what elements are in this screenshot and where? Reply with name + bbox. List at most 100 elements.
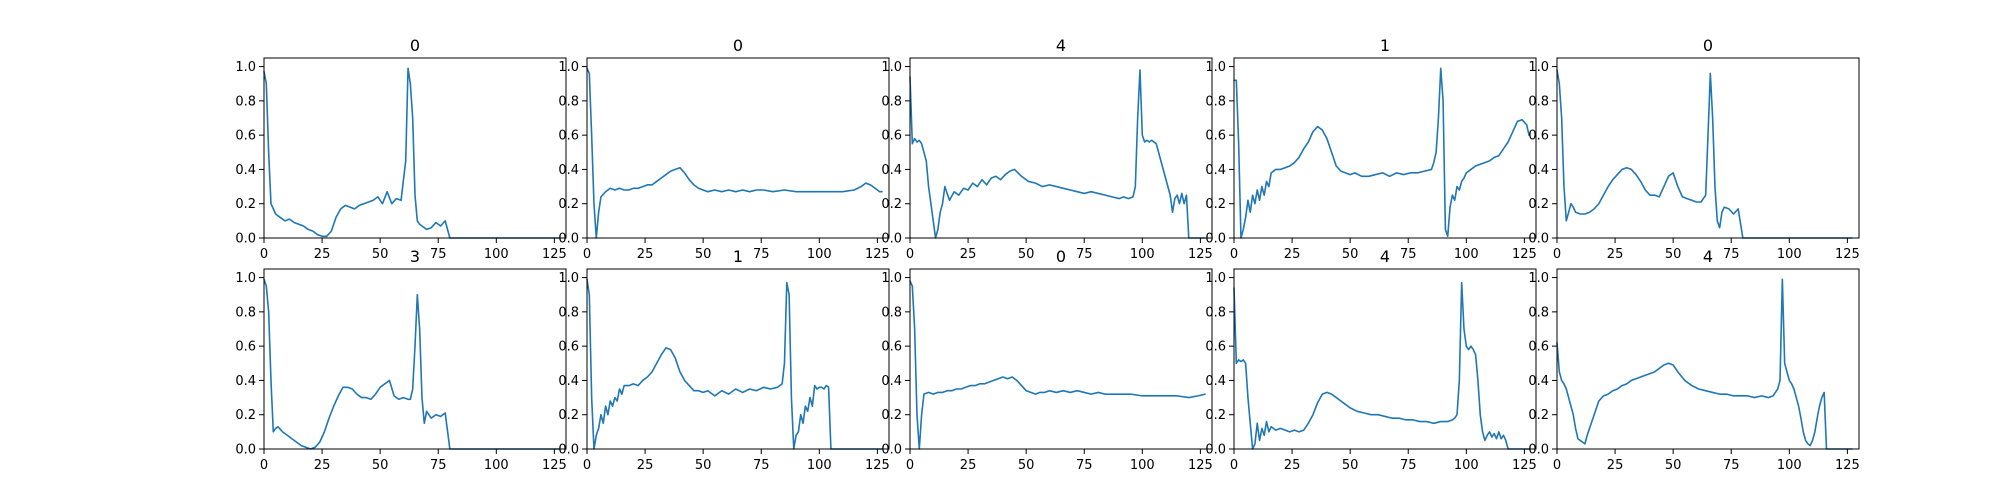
y-tick-label: 0.8: [1528, 94, 1549, 109]
y-tick-label: 0.0: [881, 232, 902, 247]
x-tick-label: 25: [637, 458, 654, 473]
series-line: [586, 67, 883, 239]
x-tick-label: 0: [906, 247, 914, 262]
series-line: [909, 69, 1206, 239]
y-tick-label: 0.0: [1528, 232, 1549, 247]
series-line: [586, 278, 883, 450]
y-tick-label: 0.8: [881, 94, 902, 109]
subplot-title: 0: [733, 36, 743, 55]
x-tick-label: 100: [1454, 458, 1479, 473]
y-tick-label: 0.2: [558, 197, 579, 212]
y-tick-label: 1.0: [558, 271, 579, 286]
subplot-title: 4: [1056, 36, 1066, 55]
x-tick-label: 125: [1835, 458, 1860, 473]
y-tick-label: 0.6: [558, 129, 579, 144]
y-tick-label: 0.6: [558, 340, 579, 355]
x-tick-label: 75: [1723, 247, 1740, 262]
y-tick-label: 0.6: [235, 340, 256, 355]
x-tick-label: 25: [1607, 247, 1624, 262]
y-tick-label: 0.4: [1528, 163, 1549, 178]
x-tick-label: 75: [1076, 247, 1093, 262]
y-tick-label: 0.2: [881, 197, 902, 212]
x-tick-label: 100: [1454, 247, 1479, 262]
y-tick-label: 0.0: [235, 232, 256, 247]
x-tick-label: 75: [753, 458, 770, 473]
x-tick-label: 100: [1777, 458, 1802, 473]
axes-frame: [263, 268, 567, 450]
x-tick-label: 50: [695, 247, 712, 262]
x-tick-label: 75: [753, 247, 770, 262]
x-tick-label: 50: [1342, 458, 1359, 473]
y-tick-label: 1.0: [881, 60, 902, 75]
y-tick-label: 0.4: [881, 374, 902, 389]
x-tick-label: 50: [1665, 247, 1682, 262]
y-tick-label: 0.2: [235, 408, 256, 423]
x-tick-label: 125: [1188, 458, 1213, 473]
y-tick-label: 0.8: [1205, 94, 1226, 109]
x-tick-label: 125: [542, 458, 567, 473]
x-tick-label: 100: [1130, 458, 1155, 473]
subplot-title: 0: [1703, 36, 1713, 55]
x-tick-label: 75: [1400, 458, 1417, 473]
x-tick-label: 25: [314, 458, 331, 473]
y-tick-label: 0.2: [235, 197, 256, 212]
y-tick-label: 0.2: [1205, 197, 1226, 212]
y-tick-label: 0.6: [235, 129, 256, 144]
y-tick-label: 0.6: [1528, 129, 1549, 144]
y-tick-label: 1.0: [235, 60, 256, 75]
y-tick-label: 0.4: [235, 374, 256, 389]
y-tick-label: 1.0: [235, 271, 256, 286]
x-tick-label: 25: [637, 247, 654, 262]
y-tick-label: 0.2: [1528, 197, 1549, 212]
x-tick-label: 125: [865, 458, 890, 473]
y-tick-label: 1.0: [1528, 271, 1549, 286]
x-tick-label: 25: [960, 458, 977, 473]
axes-frame: [586, 268, 890, 450]
y-tick-label: 0.4: [558, 374, 579, 389]
x-tick-label: 100: [807, 247, 832, 262]
series-line: [263, 67, 560, 239]
series-line: [263, 278, 560, 450]
y-tick-label: 1.0: [1205, 60, 1226, 75]
y-tick-label: 0.8: [235, 94, 256, 109]
x-tick-label: 25: [1284, 247, 1301, 262]
subplot-2: 0 25 50 75 100 125 0.0 0.2 0.4 0.6 0.8 1.0 0: [558, 36, 889, 262]
series-line: [1233, 281, 1530, 450]
axes-frame: [1233, 268, 1537, 450]
x-tick-label: 100: [807, 458, 832, 473]
x-tick-label: 0: [1230, 458, 1238, 473]
series-line: [1233, 67, 1530, 239]
y-tick-label: 0.0: [1528, 443, 1549, 458]
subplot-10: 0 25 50 75 100 125 0.0 0.2 0.4 0.6 0.8 1.0 4: [1528, 247, 1859, 473]
series-line: [1556, 69, 1853, 239]
y-tick-label: 0.0: [235, 443, 256, 458]
y-tick-label: 0.4: [1205, 163, 1226, 178]
y-tick-label: 0.4: [558, 163, 579, 178]
subplot-6: 0 25 50 75 100 125 0.0 0.2 0.4 0.6 0.8 1.0 3: [235, 247, 566, 473]
x-tick-label: 0: [260, 458, 268, 473]
x-tick-label: 75: [1076, 458, 1093, 473]
x-tick-label: 75: [430, 247, 447, 262]
y-tick-label: 0.0: [1205, 443, 1226, 458]
y-tick-label: 0.4: [1528, 374, 1549, 389]
y-tick-label: 1.0: [1528, 60, 1549, 75]
x-tick-label: 75: [1723, 458, 1740, 473]
x-tick-label: 25: [960, 247, 977, 262]
y-tick-label: 0.2: [881, 408, 902, 423]
subplot-8: 0 25 50 75 100 125 0.0 0.2 0.4 0.6 0.8 1.0 0: [881, 247, 1212, 473]
subplot-9: 0 25 50 75 100 125 0.0 0.2 0.4 0.6 0.8 1.0 4: [1205, 247, 1536, 473]
x-tick-label: 0: [1553, 458, 1561, 473]
x-tick-label: 75: [430, 458, 447, 473]
series-line: [1556, 278, 1853, 450]
x-tick-label: 50: [695, 458, 712, 473]
x-tick-label: 125: [1188, 247, 1213, 262]
subplot-5: 0 25 50 75 100 125 0.0 0.2 0.4 0.6 0.8 1.0 0: [1528, 36, 1859, 262]
series-line: [909, 280, 1206, 450]
axes-frame: [586, 57, 890, 239]
y-tick-label: 0.8: [881, 305, 902, 320]
y-tick-label: 0.2: [1528, 408, 1549, 423]
y-tick-label: 0.0: [1205, 232, 1226, 247]
x-tick-label: 100: [484, 458, 509, 473]
y-tick-label: 0.6: [1205, 340, 1226, 355]
x-tick-label: 50: [1018, 247, 1035, 262]
